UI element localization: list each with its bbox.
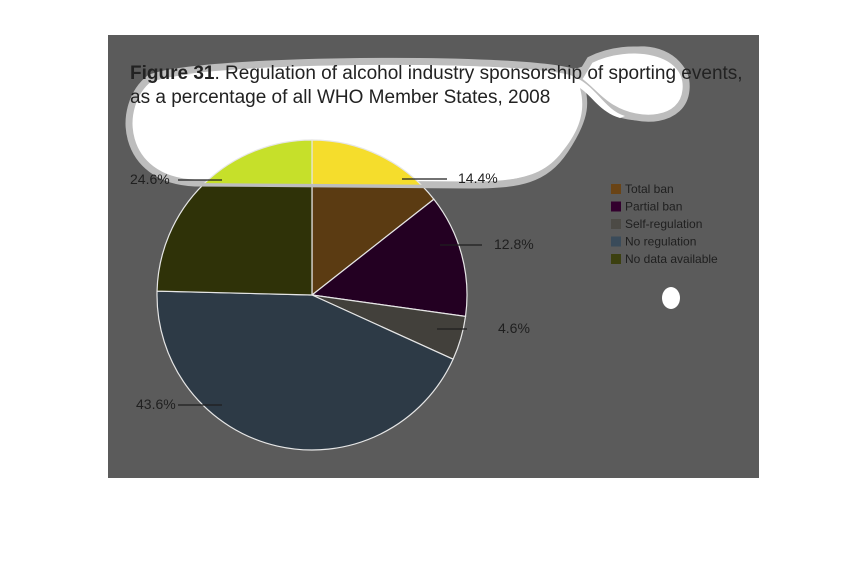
pie-label-no-regulation: 43.6% <box>136 396 176 412</box>
pie-label-self-regulation: 4.6% <box>498 320 530 336</box>
legend-label-partial-ban: Partial ban <box>625 200 682 214</box>
figure-title-line1: Figure 31. Regulation of alcohol industr… <box>130 63 743 84</box>
figure-label: Figure 31 <box>130 63 215 84</box>
legend-label-total-ban: Total ban <box>625 182 674 196</box>
legend-swatch-partial-ban <box>611 201 621 212</box>
pie-label-total-ban: 14.4% <box>458 170 498 186</box>
pie-slice-partial-ban <box>310 198 468 318</box>
figure-title-line2: as a percentage of all WHO Member States… <box>130 87 550 108</box>
legend-label-no-regulation: No regulation <box>625 235 696 249</box>
pie-label-partial-ban: 12.8% <box>494 236 534 252</box>
pie-slice-no-regulation <box>156 290 454 451</box>
blob-hole <box>622 74 658 100</box>
figure-title-rest: . Regulation of alcohol industry sponsor… <box>214 63 742 84</box>
legend-swatch-no-data-available <box>611 254 621 264</box>
legend-swatch-self-regulation <box>611 219 621 229</box>
stray-dot <box>662 287 680 309</box>
legend-label-self-regulation: Self-regulation <box>625 217 702 231</box>
pie-label-no-data-available: 24.6% <box>130 171 170 187</box>
legend: Total ban Partial ban Self-regulation No re… <box>611 182 718 266</box>
legend-label-no-data-available: No data available <box>625 252 718 266</box>
legend-swatch-no-regulation <box>611 236 621 247</box>
legend-swatch-total-ban <box>611 184 621 194</box>
pie-labels: 14.4% 12.8% 4.6% 43.6% 24.6% <box>130 170 534 412</box>
